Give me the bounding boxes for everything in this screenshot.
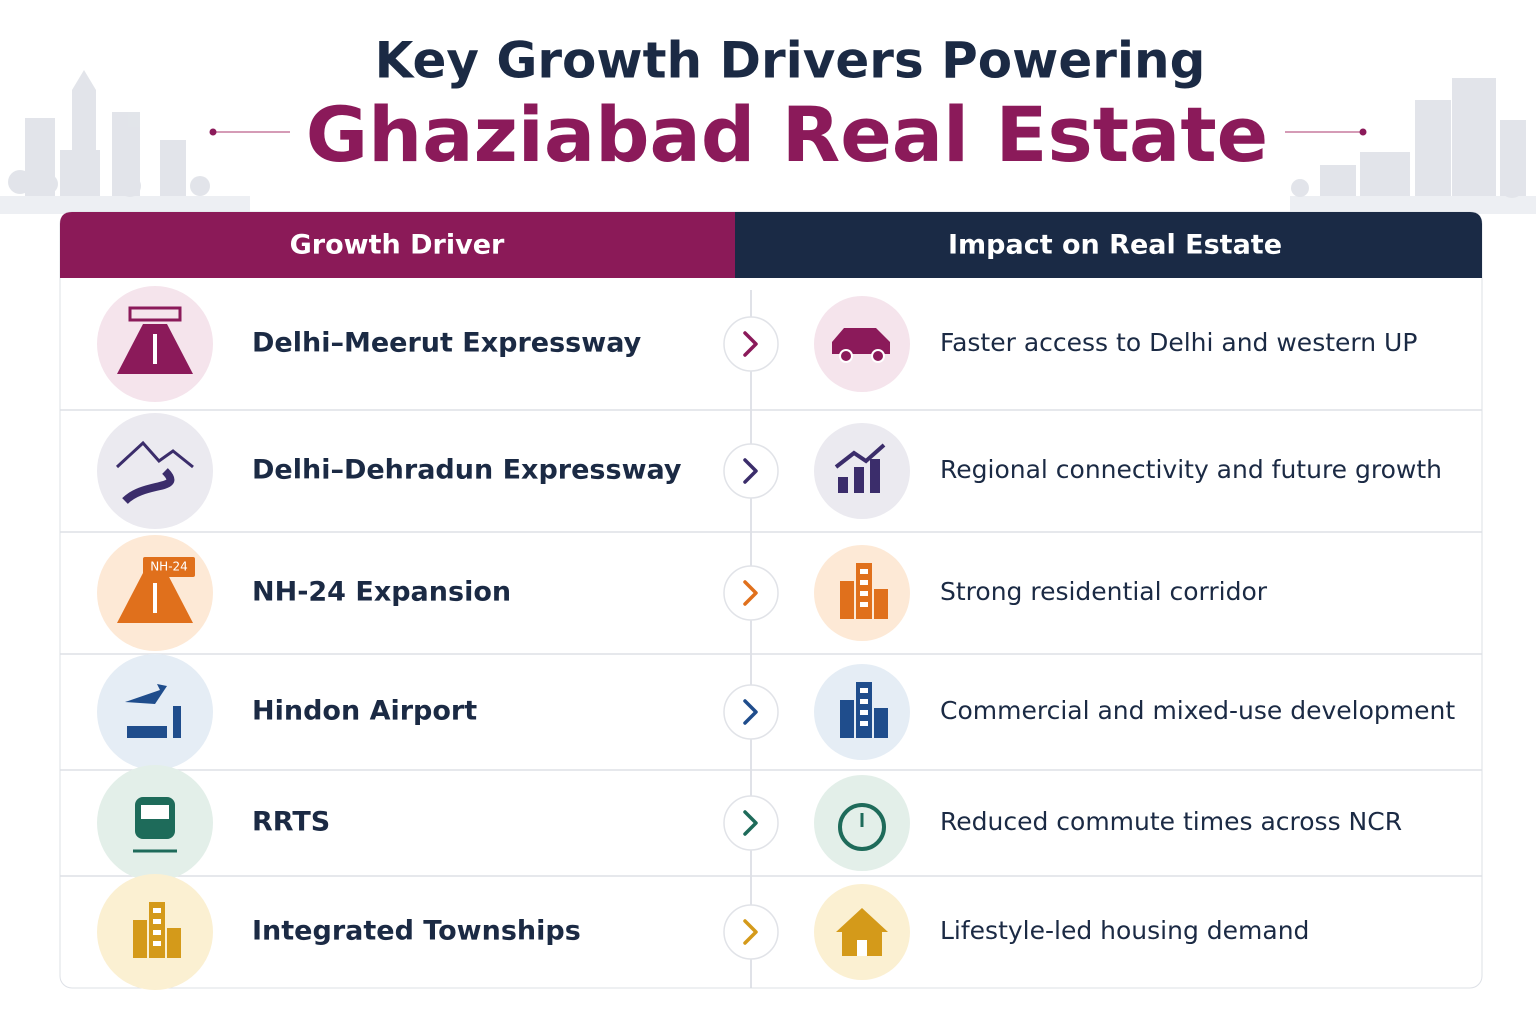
icon-shape	[125, 684, 167, 704]
icon-shape	[839, 349, 853, 363]
icon-shape	[153, 583, 157, 613]
header-right	[735, 212, 1482, 278]
icon-shape	[840, 581, 854, 619]
driver-label: Delhi–Meerut Expressway	[252, 328, 642, 359]
icon-shape	[838, 477, 848, 493]
icon-shape	[871, 349, 885, 363]
column-header: Growth Driver	[290, 230, 505, 261]
icon-shape	[860, 602, 868, 607]
icon-shape	[860, 580, 868, 585]
impact-label: Lifestyle-led housing demand	[940, 916, 1309, 945]
icon-shape	[141, 805, 169, 819]
chevron	[743, 699, 758, 725]
icon-shape	[860, 699, 868, 704]
header-left	[60, 212, 735, 278]
icon-shape	[153, 919, 161, 924]
chevron	[743, 580, 758, 606]
chevron-circle	[723, 316, 779, 372]
icon-circle	[97, 654, 213, 770]
icon-shape	[173, 706, 181, 738]
icon-circle	[97, 413, 213, 529]
icon-shape	[153, 941, 161, 946]
icon-shape	[167, 928, 181, 958]
icon-shape	[860, 721, 868, 726]
chevron	[743, 458, 758, 484]
table-row: RRTS Reduced commute times across NCR	[60, 765, 1482, 881]
title-ornaments	[209, 128, 1367, 136]
table-row: Delhi–Dehradun Expressway Regional connec…	[60, 413, 1482, 533]
icon-shape	[832, 328, 890, 354]
title-line-1: Key Growth Drivers Powering	[375, 32, 1206, 90]
icon-shape	[153, 930, 161, 935]
sign-text: NH-24	[150, 560, 188, 574]
icon-shape	[854, 467, 864, 493]
impact-label: Commercial and mixed-use development	[940, 696, 1455, 725]
chevron	[743, 919, 758, 945]
column-header: Impact on Real Estate	[948, 230, 1282, 261]
impact-label: Faster access to Delhi and western UP	[940, 328, 1417, 357]
icon-shape	[860, 688, 868, 693]
table-row: Integrated Townships Lifestyle-led housin…	[97, 874, 1309, 990]
driver-label: RRTS	[252, 807, 330, 838]
chevron-circle	[723, 795, 779, 851]
icon-shape	[860, 710, 868, 715]
icon-shape	[874, 708, 888, 738]
icon-shape	[115, 440, 194, 469]
icon-shape	[857, 940, 867, 956]
driver-label: Hindon Airport	[252, 696, 477, 727]
icon-shape	[133, 920, 147, 958]
impact-label: Regional connectivity and future growth	[940, 455, 1442, 484]
skyline-left	[0, 70, 250, 214]
chevron-circle	[723, 684, 779, 740]
sign-board	[143, 557, 195, 577]
icon-shape	[874, 589, 888, 619]
chevron-circle	[723, 904, 779, 960]
impact-label: Reduced commute times across NCR	[940, 807, 1402, 836]
chevron-circle	[723, 565, 779, 621]
skyline-right	[1290, 78, 1536, 214]
title-line-2: Ghaziabad Real Estate	[306, 90, 1268, 179]
icon-shape	[153, 908, 161, 913]
icon-shape	[838, 803, 886, 851]
icon-shape	[870, 459, 880, 493]
icon-shape	[836, 908, 888, 956]
driver-label: Integrated Townships	[252, 916, 581, 947]
icon-shape	[153, 334, 157, 364]
table-row: Delhi–Meerut Expressway Faster access to …	[60, 286, 1482, 411]
icon-shape	[840, 700, 854, 738]
icon-shape	[128, 306, 182, 322]
driver-label: Delhi–Dehradun Expressway	[252, 455, 682, 486]
table-body: Delhi–Meerut Expressway Faster access to …	[60, 286, 1482, 990]
table-row: NH-24 NH-24 Expansion Strong residential c…	[60, 535, 1482, 655]
icon-shape	[127, 726, 167, 738]
table-row: Hindon Airport Commercial and mixed-use d…	[60, 654, 1482, 771]
impact-label: Strong residential corridor	[940, 577, 1268, 606]
chevron	[743, 331, 758, 357]
driver-label: NH-24 Expansion	[252, 577, 511, 608]
icon-shape	[860, 569, 868, 574]
chevron	[743, 810, 758, 836]
icon-shape	[860, 591, 868, 596]
chevron-circle	[723, 443, 779, 499]
icon-shape	[834, 443, 886, 469]
icon-shape	[122, 468, 175, 505]
